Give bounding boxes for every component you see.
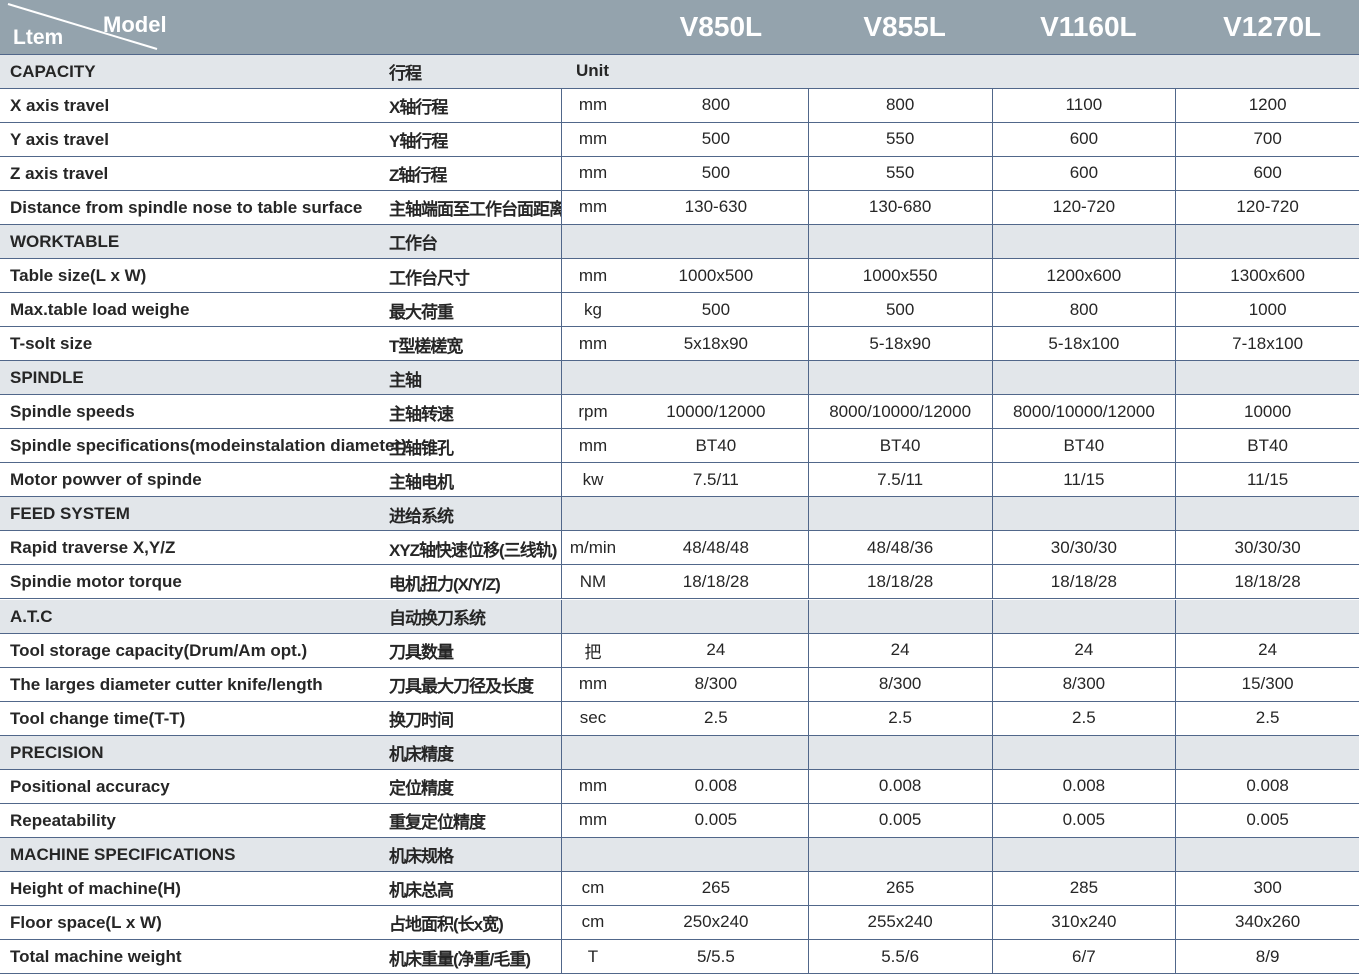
svg-text:Ltem: Ltem bbox=[13, 26, 63, 49]
svg-text:Model: Model bbox=[103, 12, 167, 37]
